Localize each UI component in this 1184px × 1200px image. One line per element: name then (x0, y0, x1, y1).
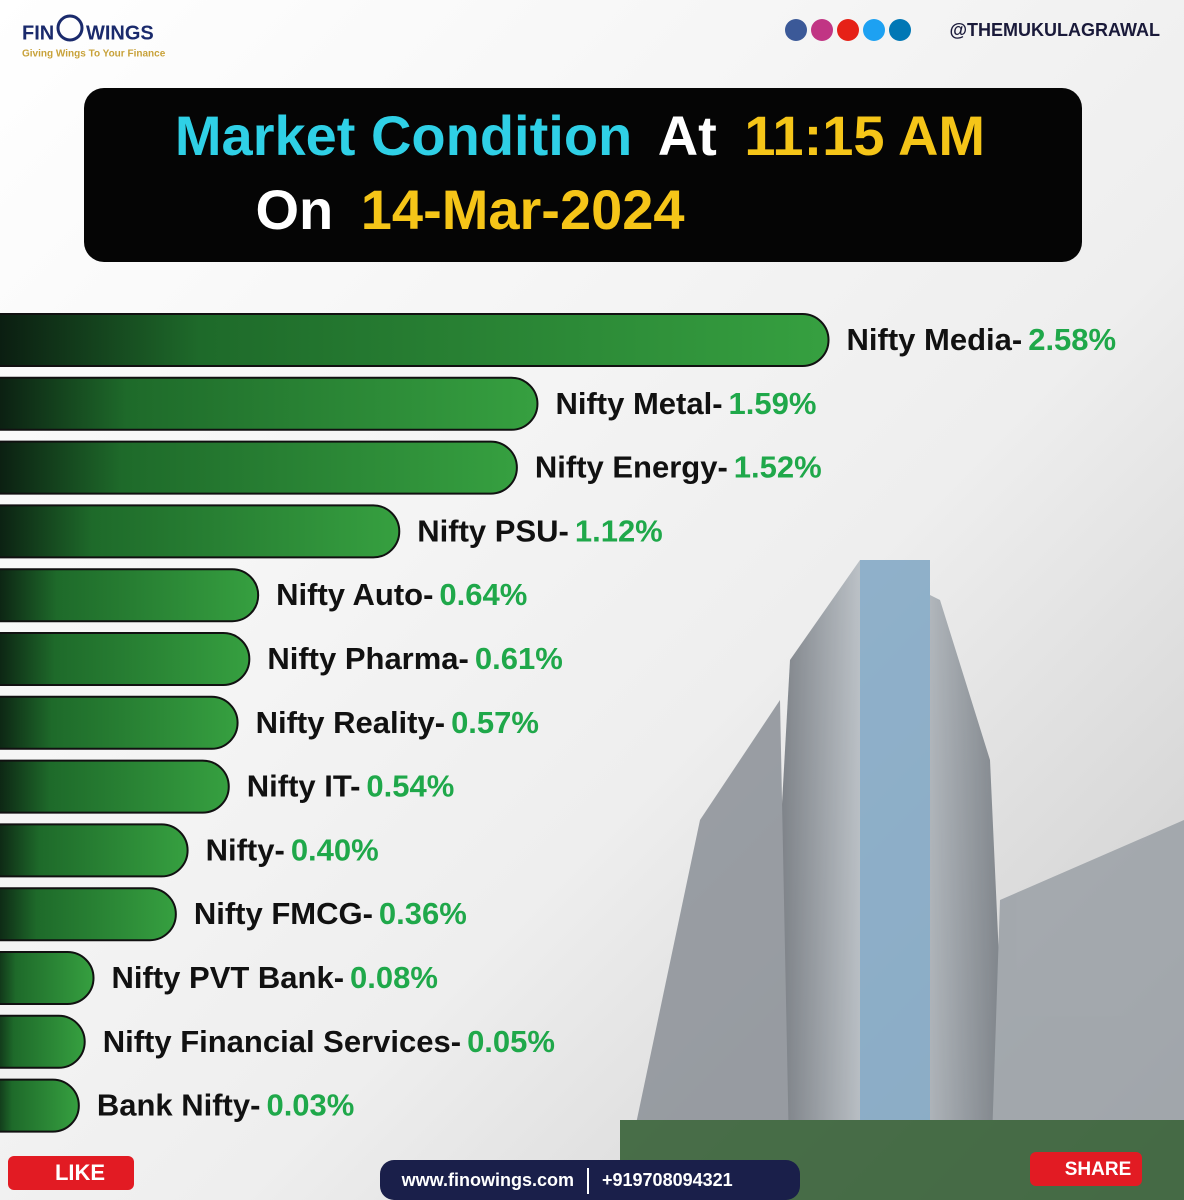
title-line-1: Market Condition At 11:15 AM (175, 104, 985, 167)
category-label: Nifty FMCG- (194, 896, 373, 931)
bars: Nifty Media- 2.58%Nifty Metal- 1.59%Nifty … (0, 313, 1117, 1133)
title-line-2: On 14-Mar-2024 (255, 178, 684, 241)
title-part: On (255, 178, 333, 241)
bar (0, 1078, 80, 1133)
category-label: Bank Nifty- (97, 1088, 261, 1123)
category-label: Nifty Metal- (555, 386, 722, 421)
category-label: Nifty PSU- (417, 514, 569, 549)
bar-label: Nifty IT- 0.54% (247, 769, 455, 804)
category-label: Nifty Media- (847, 322, 1023, 357)
handle: @THEMUKULAGRAWAL (949, 20, 1160, 40)
bar-label: Nifty FMCG- 0.36% (194, 896, 467, 931)
share-button[interactable] (1030, 1152, 1142, 1186)
like-button[interactable] (8, 1156, 134, 1190)
bar-label: Nifty Metal- 1.59% (555, 386, 816, 421)
website: www.finowings.com (401, 1170, 574, 1190)
bar (0, 632, 251, 686)
value-label: 2.58% (1028, 322, 1116, 357)
bar-label: Nifty Energy- 1.52% (535, 450, 822, 485)
bar-label: Nifty Reality- 0.57% (256, 705, 539, 740)
category-label: Nifty Financial Services- (103, 1024, 461, 1059)
value-label: 1.12% (575, 514, 663, 549)
bar-label: Nifty PSU- 1.12% (417, 514, 662, 549)
title-part: At (658, 104, 717, 167)
category-label: Nifty IT- (247, 769, 361, 804)
value-label: 0.57% (451, 705, 539, 740)
title-part: Market Condition (175, 104, 632, 167)
bar (0, 695, 239, 750)
value-label: 0.03% (266, 1088, 354, 1123)
tagline: Giving Wings To Your Finance (22, 49, 166, 60)
logo-icon (56, 14, 84, 42)
value-label: 1.52% (734, 450, 822, 485)
value-label: 0.08% (350, 960, 438, 995)
title-part: 11:15 AM (744, 104, 985, 167)
category-label: Nifty Pharma- (267, 641, 469, 676)
bar-label: Nifty Media- 2.58% (847, 322, 1117, 357)
category-label: Nifty PVT Bank- (112, 960, 345, 995)
value-label: 0.54% (366, 769, 454, 804)
logo-right: WINGS (86, 22, 154, 44)
logo-left: FIN (22, 22, 54, 44)
category-label: Nifty Auto- (276, 577, 433, 612)
bar (0, 759, 230, 814)
bar (0, 504, 401, 559)
category-label: Nifty Reality- (256, 705, 445, 740)
value-label: 0.64% (439, 577, 527, 612)
bar (0, 823, 189, 878)
value-label: 0.61% (475, 641, 563, 676)
bar-label: Nifty- 0.40% (206, 833, 379, 868)
like-label: LIKE (55, 1160, 105, 1185)
value-label: 0.05% (467, 1024, 555, 1059)
bar-label: Nifty Pharma- 0.61% (267, 641, 562, 676)
value-label: 1.59% (729, 386, 817, 421)
category-label: Nifty Energy- (535, 450, 728, 485)
bar-label: Bank Nifty- 0.03% (97, 1088, 355, 1123)
bar (0, 313, 830, 367)
contact-bar (380, 1160, 800, 1200)
title-part: 14-Mar-2024 (361, 178, 685, 241)
value-label: 0.36% (379, 896, 467, 931)
value-label: 0.40% (291, 833, 379, 868)
bar (0, 440, 518, 495)
bar (0, 951, 95, 1005)
share-label: SHARE (1065, 1159, 1132, 1180)
phone: +919708094321 (602, 1170, 733, 1190)
title-box (84, 88, 1082, 262)
bar (0, 1014, 86, 1069)
bar (0, 887, 177, 942)
social-icons (785, 19, 911, 41)
bar (0, 568, 260, 623)
bar-label: Nifty Financial Services- 0.05% (103, 1024, 555, 1059)
category-label: Nifty- (206, 833, 285, 868)
bar-label: Nifty Auto- 0.64% (276, 577, 527, 612)
bar (0, 376, 539, 431)
bar-label: Nifty PVT Bank- 0.08% (112, 960, 438, 995)
